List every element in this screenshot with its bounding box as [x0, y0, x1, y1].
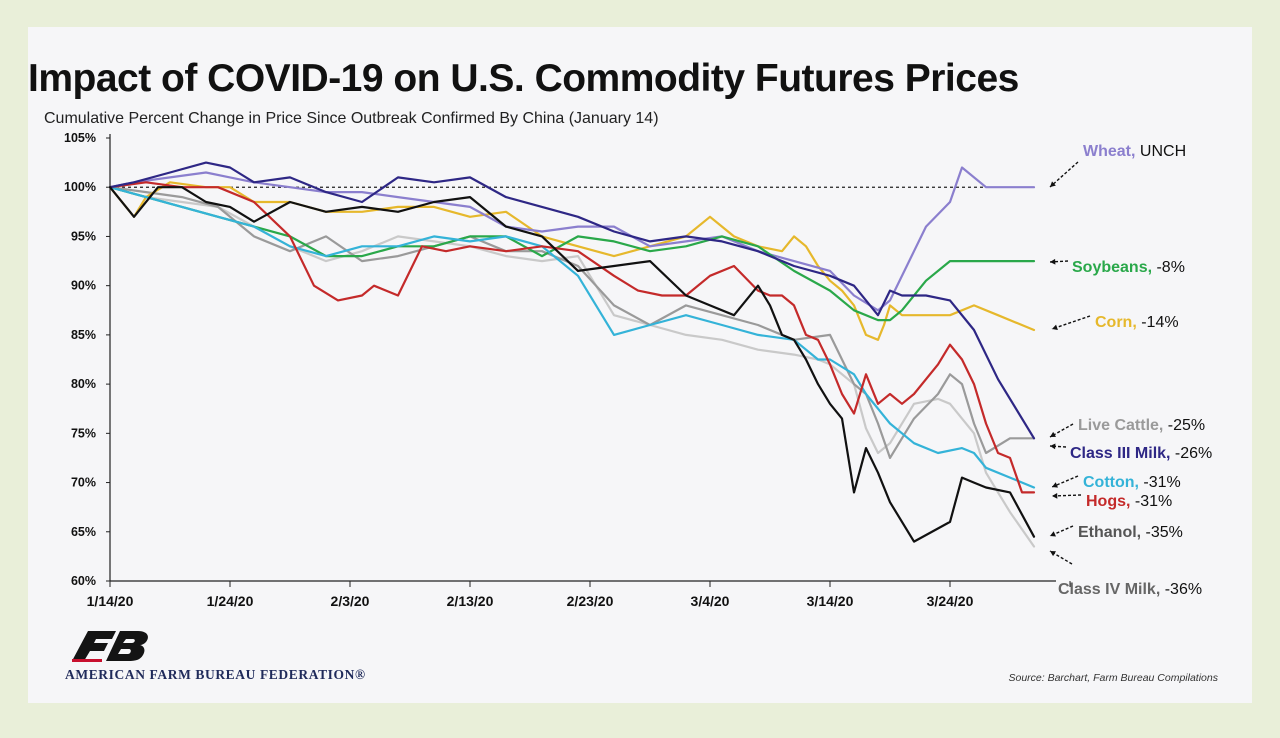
y-tick-label: 75%: [71, 426, 96, 440]
series-change-wheat: UNCH: [1135, 143, 1186, 160]
y-tick-label: 60%: [71, 574, 96, 588]
chart-title: Impact of COVID-19 on U.S. Commodity Fut…: [28, 57, 1019, 100]
x-tick-label: 2/13/20: [447, 593, 494, 609]
callout-arrow-class-iii-milk: [1049, 445, 1067, 448]
series-line-cotton: [108, 186, 1036, 489]
y-tick-label: 105%: [64, 131, 96, 145]
chart-card: 60% 65% 70% 75% 80% 85% 90% 95% 100% 105% 1/14/20 1…: [28, 27, 1252, 703]
y-tick-label: 70%: [71, 476, 96, 490]
series-name-wheat: Wheat,: [1083, 143, 1135, 160]
callout-arrowhead-corn: [1052, 324, 1058, 331]
series-name-ethanol: Ethanol,: [1078, 524, 1141, 541]
callout-arrow-wheat: [1049, 161, 1079, 188]
callout-arrowhead-ethanol: [1050, 531, 1056, 537]
series-name-class-iv-milk: Class IV Milk,: [1058, 581, 1160, 598]
series-line-class-iv-milk: [108, 186, 1036, 548]
series-line-soybeans: [108, 186, 1036, 322]
series-change-cotton: -31%: [1139, 474, 1181, 491]
series-change-class-iii-milk: -26%: [1170, 445, 1212, 462]
callout-arrowhead-live-cattle: [1050, 431, 1056, 437]
series-change-soybeans: -8%: [1152, 259, 1185, 276]
series-line-live-cattle: [108, 186, 1036, 459]
y-tick-label: 100%: [64, 180, 96, 194]
y-tick-label: 95%: [71, 229, 96, 243]
series-name-cotton: Cotton,: [1083, 474, 1139, 491]
series-label-live-cattle: Live Cattle, -25%: [1078, 417, 1205, 434]
x-tick-label: 1/24/20: [207, 593, 254, 609]
x-tick-label: 2/3/20: [331, 593, 370, 609]
series-label-corn: Corn, -14%: [1095, 314, 1179, 331]
series-name-class-iii-milk: Class III Milk,: [1070, 445, 1170, 462]
fb-logo-icon: [72, 631, 148, 662]
line-chart: 60% 65% 70% 75% 80% 85% 90% 95% 100% 105% 1/14/20 1…: [64, 131, 1212, 609]
organization-name: AMERICAN FARM BUREAU FEDERATION®: [65, 667, 366, 682]
x-tick-label: 3/4/20: [691, 593, 730, 609]
series-line-corn: [108, 181, 1036, 341]
x-tick-label: 2/23/20: [567, 593, 614, 609]
series-line-ethanol: [108, 186, 1036, 543]
series-change-hogs: -31%: [1130, 493, 1172, 510]
series-label-soybeans: Soybeans, -8%: [1072, 259, 1185, 276]
source-note: Source: Barchart, Farm Bureau Compilatio…: [1008, 672, 1218, 684]
callout-arrowhead-class-iii-milk: [1050, 443, 1056, 450]
series-label-ethanol: Ethanol, -35%: [1078, 524, 1183, 541]
series-line-hogs: [108, 181, 1036, 494]
x-tick-label: 3/24/20: [927, 593, 974, 609]
callout-arrowhead-wheat: [1050, 181, 1056, 187]
series-label-hogs: Hogs, -31%: [1086, 493, 1172, 510]
series-change-live-cattle: -25%: [1163, 417, 1205, 434]
axis-layer: 60% 65% 70% 75% 80% 85% 90% 95% 100% 105% 1/14/20 1…: [64, 131, 1071, 609]
series-layer: [108, 161, 1036, 548]
chart-subtitle: Cumulative Percent Change in Price Since…: [44, 110, 659, 127]
callout-arrowhead-hogs: [1052, 492, 1058, 499]
callout-arrowhead-class-iv-milk: [1050, 551, 1056, 557]
series-change-class-iv-milk: -36%: [1160, 581, 1202, 598]
y-tick-label: 65%: [71, 525, 96, 539]
callout-arrowhead-soybeans: [1050, 258, 1056, 265]
series-name-live-cattle: Live Cattle,: [1078, 417, 1163, 434]
label-layer: Wheat, UNCH Soybeans, -8% Corn, -14% Live C…: [1049, 143, 1212, 598]
series-name-corn: Corn,: [1095, 314, 1137, 331]
series-label-cotton: Cotton, -31%: [1083, 474, 1181, 491]
series-change-corn: -14%: [1137, 314, 1179, 331]
series-name-soybeans: Soybeans,: [1072, 259, 1152, 276]
series-label-wheat: Wheat, UNCH: [1083, 143, 1186, 160]
x-tick-label: 3/14/20: [807, 593, 854, 609]
series-label-class-iv-milk: Class IV Milk, -36%: [1058, 581, 1202, 598]
series-line-class-iii-milk: [108, 161, 1036, 440]
callout-arrow-corn: [1051, 315, 1091, 330]
series-name-hogs: Hogs,: [1086, 493, 1130, 510]
callout-arrowhead-cotton: [1052, 482, 1058, 488]
series-change-ethanol: -35%: [1141, 524, 1183, 541]
x-tick-label: 1/14/20: [87, 593, 134, 609]
y-tick-label: 80%: [71, 377, 96, 391]
y-tick-label: 85%: [71, 328, 96, 342]
y-tick-label: 90%: [71, 279, 96, 293]
series-label-class-iii-milk: Class III Milk, -26%: [1070, 445, 1212, 462]
